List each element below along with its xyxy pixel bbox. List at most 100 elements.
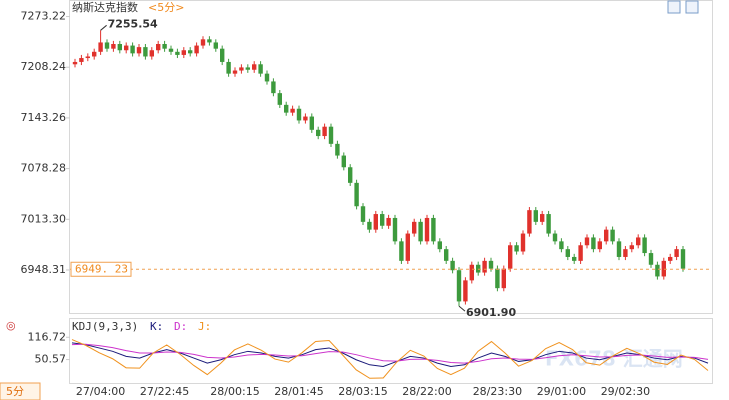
candle-body bbox=[597, 241, 602, 250]
candle-body bbox=[136, 47, 142, 54]
candle-body bbox=[72, 61, 78, 65]
candle-body bbox=[309, 116, 314, 130]
candle-body bbox=[360, 206, 366, 222]
annotation: 6901.90 bbox=[466, 306, 516, 319]
candle-body bbox=[232, 70, 238, 74]
candle-body bbox=[117, 44, 122, 51]
period-label: 5分 bbox=[6, 385, 24, 398]
candle-body bbox=[226, 61, 231, 74]
candle-body bbox=[98, 42, 103, 52]
indicator-frame bbox=[69, 318, 713, 384]
last-price-label: 6949. 23 bbox=[75, 262, 128, 275]
candle-body bbox=[335, 143, 340, 156]
candle-body bbox=[674, 249, 679, 257]
candle-body bbox=[168, 48, 174, 52]
candle-body bbox=[316, 129, 321, 137]
candle-body bbox=[482, 260, 487, 273]
y-tick-label: 7143.26 bbox=[21, 111, 67, 124]
candle-body bbox=[552, 233, 558, 242]
toolbar-icon[interactable] bbox=[685, 0, 699, 14]
x-tick-label: 28/22:00 bbox=[402, 385, 451, 398]
annotation-leader bbox=[458, 305, 466, 312]
candle-body bbox=[469, 264, 474, 281]
y-tick-label: 7273.22 bbox=[21, 10, 67, 23]
candle-body bbox=[636, 237, 641, 246]
candle-body bbox=[488, 260, 494, 269]
candle-body bbox=[437, 241, 442, 250]
candle-body bbox=[207, 39, 212, 43]
candle-body bbox=[85, 56, 90, 59]
candle-body bbox=[392, 217, 398, 242]
candle-body bbox=[514, 245, 519, 252]
candle-body bbox=[386, 217, 391, 226]
candle-body bbox=[424, 217, 430, 242]
candle-body bbox=[661, 260, 666, 277]
chart-subtitle: <5分> bbox=[148, 1, 184, 14]
candle-body bbox=[584, 237, 590, 246]
candle-body bbox=[181, 50, 186, 55]
x-tick-label: 28/23:30 bbox=[473, 385, 522, 398]
candle-body bbox=[578, 245, 583, 261]
candle-body bbox=[655, 264, 660, 277]
candle-body bbox=[149, 50, 154, 57]
candle-body bbox=[405, 233, 410, 261]
candle-body bbox=[79, 58, 84, 62]
x-tick-label: 29/02:30 bbox=[601, 385, 650, 398]
candle-body bbox=[130, 45, 135, 54]
candle-body bbox=[354, 182, 359, 207]
candle-body bbox=[546, 214, 551, 234]
candle-body bbox=[444, 249, 449, 261]
candle-body bbox=[380, 214, 385, 226]
indicator-tick-label: 50.57 bbox=[35, 353, 67, 366]
candle-body bbox=[559, 241, 564, 250]
candle-body bbox=[252, 64, 257, 70]
candle-body bbox=[277, 93, 282, 105]
main-frame bbox=[69, 0, 713, 314]
x-tick-label: 27/04:00 bbox=[76, 385, 125, 398]
x-tick-label: 29/01:00 bbox=[537, 385, 586, 398]
last-price-box bbox=[70, 261, 132, 277]
legend-entry: J: bbox=[198, 320, 211, 333]
legend-entry: K: bbox=[150, 320, 163, 333]
watermark: FX678 汇通网 bbox=[545, 347, 683, 371]
candle-body bbox=[239, 67, 244, 71]
annotation-leader bbox=[100, 24, 107, 31]
candle-body bbox=[213, 42, 218, 49]
candle-body bbox=[341, 155, 346, 168]
toolbar-icon[interactable] bbox=[667, 0, 681, 14]
x-tick-label: 27/22:45 bbox=[140, 385, 189, 398]
candle-body bbox=[92, 51, 97, 57]
candle-body bbox=[604, 229, 609, 242]
candle-body bbox=[296, 108, 302, 121]
candle-body bbox=[476, 264, 481, 273]
candle-body bbox=[175, 51, 180, 55]
candle-body bbox=[610, 229, 615, 242]
candle-body bbox=[111, 44, 116, 49]
candle-body bbox=[572, 256, 577, 261]
candle-body bbox=[322, 126, 327, 137]
candle-body bbox=[284, 104, 289, 113]
indicator-icon[interactable]: ◎ bbox=[6, 319, 16, 332]
y-tick-label: 7013.30 bbox=[21, 212, 67, 225]
candle-body bbox=[495, 268, 500, 289]
candle-body bbox=[271, 81, 276, 94]
candle-body bbox=[418, 221, 423, 242]
x-tick-label: 28/01:45 bbox=[274, 385, 323, 398]
candle-body bbox=[463, 280, 468, 302]
y-tick-label: 7078.28 bbox=[21, 162, 67, 175]
candle-body bbox=[668, 256, 673, 261]
candle-body bbox=[680, 249, 686, 269]
y-tick-label: 7208.24 bbox=[21, 60, 67, 73]
candle-body bbox=[565, 249, 570, 257]
candle-body bbox=[220, 48, 225, 62]
period-box[interactable] bbox=[0, 382, 41, 400]
candle-body bbox=[367, 221, 372, 230]
candle-body bbox=[258, 64, 263, 74]
candle-body bbox=[194, 45, 199, 54]
candle-body bbox=[412, 221, 417, 234]
candle-body bbox=[540, 214, 545, 222]
candle-body bbox=[264, 73, 270, 82]
candle-body bbox=[533, 210, 538, 222]
candle-body bbox=[143, 47, 148, 57]
